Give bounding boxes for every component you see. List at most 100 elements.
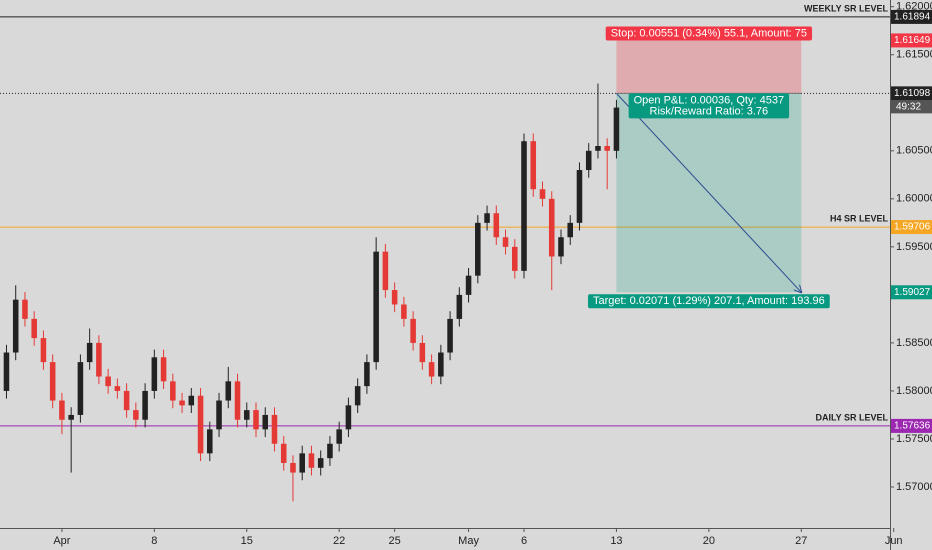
candle-body <box>530 141 537 190</box>
x-tick-label: 15 <box>241 535 253 547</box>
candle-body <box>253 410 259 430</box>
candle-body <box>160 357 167 382</box>
candle-body <box>96 342 102 377</box>
candle-body <box>197 395 204 454</box>
candle-body <box>151 357 158 391</box>
candle-body <box>59 400 65 420</box>
candle-body <box>382 251 389 291</box>
level-label: DAILY SR LEVEL <box>815 412 888 422</box>
x-tick-label: Jun <box>885 535 903 547</box>
candle-body <box>475 222 481 276</box>
pnl-label: Open P&L: 0.00036, Qty: 4537 <box>634 94 784 106</box>
candle-body <box>317 458 324 468</box>
level-tag-bg <box>891 418 932 433</box>
level-tag-bg <box>891 9 932 24</box>
candle-body <box>271 414 278 444</box>
candle-body <box>521 141 527 271</box>
candle-body <box>308 453 315 468</box>
x-tick-label: Apr <box>53 535 70 547</box>
candle-body <box>456 294 463 319</box>
candle-body <box>447 318 453 353</box>
candle-body <box>613 107 620 151</box>
candle-body <box>336 429 342 444</box>
x-tick-label: 25 <box>389 535 401 547</box>
candle-body <box>86 342 93 363</box>
candle-body <box>234 381 241 420</box>
candle-body <box>558 237 564 257</box>
candle-body <box>585 150 592 171</box>
y-tick-label: 1.61500 <box>896 49 932 61</box>
current-price-tag: 1.61098 <box>894 88 931 99</box>
candle-body <box>216 400 222 430</box>
candle-body <box>345 405 352 430</box>
candle-body <box>179 400 185 406</box>
candle-body <box>539 189 546 199</box>
target-label-bg <box>587 294 830 309</box>
candle-body <box>373 251 379 363</box>
stop-label-bg <box>605 26 813 41</box>
candle-body <box>243 410 250 420</box>
y-tick-label: 1.58000 <box>896 385 932 397</box>
x-tick-label: 8 <box>151 535 157 547</box>
x-tick-label: 13 <box>610 535 622 547</box>
candle-body <box>3 352 10 391</box>
candle-body <box>207 429 213 454</box>
target-tag: 1.59027 <box>894 287 931 298</box>
stop-label: Stop: 0.00551 (0.34%) 55.1, Amount: 75 <box>611 27 807 39</box>
x-tick-label: 6 <box>521 535 527 547</box>
candle-body <box>567 222 574 238</box>
countdown-bg <box>891 100 932 114</box>
candle-body <box>262 414 269 430</box>
y-tick-label: 1.57500 <box>896 433 932 445</box>
candle-body <box>484 213 490 223</box>
x-tick-label: May <box>458 535 479 547</box>
candle-body <box>354 386 361 406</box>
y-tick-label: 1.59500 <box>896 241 932 253</box>
candle-body <box>40 338 47 363</box>
candle-body <box>77 362 84 415</box>
pnl-label-bg <box>628 93 790 119</box>
candle-body <box>401 304 407 319</box>
current-price-tag-bg <box>891 86 932 101</box>
candle-body <box>576 170 583 223</box>
candle-body <box>49 362 56 401</box>
level-tag-bg <box>891 220 932 235</box>
candle-body <box>465 275 472 295</box>
y-tick-label: 1.62000 <box>896 1 932 13</box>
candle-body <box>123 390 130 411</box>
candle-body <box>595 145 601 151</box>
x-tick-label: 27 <box>795 535 807 547</box>
y-tick-label: 1.60000 <box>896 193 932 205</box>
stop-tag-bg <box>891 33 932 48</box>
level-label: WEEKLY SR LEVEL <box>804 3 889 13</box>
candle-body <box>170 381 176 401</box>
candle-body <box>142 390 148 420</box>
level-tag: 1.61894 <box>894 12 931 23</box>
y-tick-label: 1.58500 <box>896 337 932 349</box>
level-tag: 1.57636 <box>894 421 931 432</box>
y-tick-label: 1.57000 <box>896 481 932 493</box>
x-tick-label: 20 <box>703 535 715 547</box>
pnl-label: Risk/Reward Ratio: 3.76 <box>650 105 769 117</box>
candle-body <box>502 237 509 247</box>
candle-body <box>438 352 444 377</box>
x-tick-label: 22 <box>333 535 345 547</box>
candle-body <box>391 290 398 305</box>
candle-body <box>12 299 19 353</box>
candle-body <box>133 410 139 420</box>
candle-body <box>548 198 555 257</box>
candle-body <box>188 395 195 406</box>
candle-body <box>68 414 74 420</box>
y-tick-label: 1.60500 <box>896 145 932 157</box>
candle-body <box>299 453 305 473</box>
stop-zone <box>616 40 802 94</box>
candle-body <box>604 145 610 151</box>
target-tag-bg <box>891 285 932 300</box>
candle-body <box>22 299 28 319</box>
candle-body <box>419 342 426 363</box>
candle-body <box>280 443 287 463</box>
candle-body <box>410 318 416 343</box>
level-label: H4 SR LEVEL <box>830 213 889 223</box>
trade-arrow <box>616 93 801 292</box>
